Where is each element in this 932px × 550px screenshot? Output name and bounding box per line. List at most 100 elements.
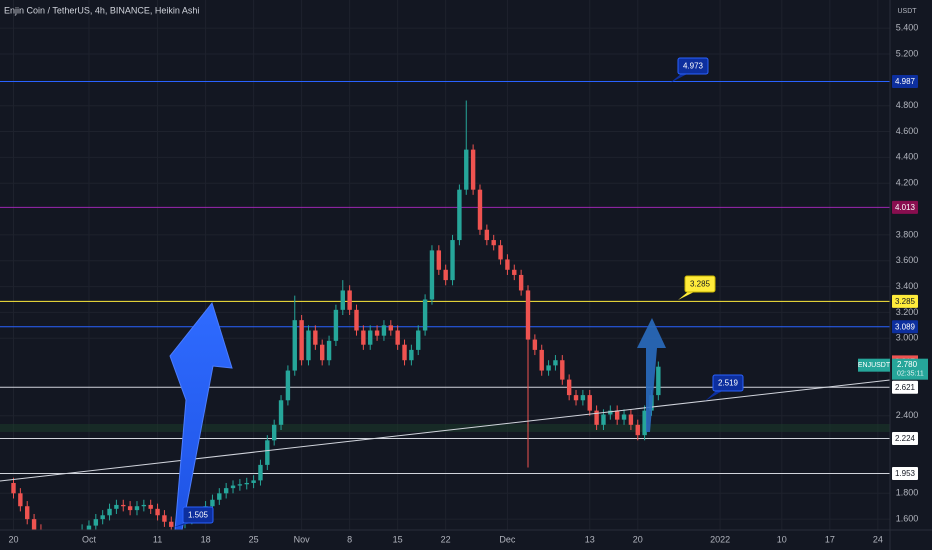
- candle-body: [429, 250, 435, 300]
- candle-body: [340, 290, 345, 310]
- candle-body: [169, 521, 174, 527]
- candle-body: [594, 410, 599, 425]
- level-badge: [892, 75, 918, 89]
- candle-body: [114, 504, 119, 509]
- arrow: [169, 301, 233, 531]
- callout-text: 1.505: [188, 511, 209, 520]
- candle-body: [374, 330, 380, 336]
- y-tick-label: 5.200: [896, 48, 919, 58]
- candle-body: [93, 519, 99, 526]
- level-label: 4.013: [895, 203, 916, 212]
- level-badge: [892, 432, 918, 446]
- x-tick-label: 15: [393, 534, 403, 544]
- candle-body: [491, 240, 496, 246]
- candle-body: [299, 320, 304, 361]
- callout-pointer: [678, 291, 696, 300]
- candle-body: [402, 344, 407, 361]
- candle-body: [587, 395, 592, 411]
- candle-body: [134, 506, 140, 511]
- candle-body: [518, 274, 524, 291]
- candle-body: [621, 414, 627, 420]
- last-price-badge: [892, 358, 928, 380]
- levels: [0, 81, 890, 475]
- y-tick-label: 3.200: [896, 307, 919, 317]
- x-tick-label: 24: [873, 534, 883, 544]
- candle-body: [614, 410, 620, 420]
- candle-body: [512, 269, 517, 275]
- x-tick-label: 20: [8, 534, 18, 544]
- symbol-label: ENJUSDT: [858, 362, 891, 369]
- candle-body: [608, 410, 613, 415]
- candle-body: [285, 370, 291, 401]
- level-label: 2.621: [895, 383, 916, 392]
- y-tick-label: 4.600: [896, 126, 919, 136]
- candle-body: [560, 360, 565, 380]
- annotations: 4.973 3.285 2.519 1.505: [172, 57, 744, 528]
- candle-body: [121, 504, 126, 507]
- candle-body: [450, 240, 455, 281]
- candle-body: [628, 414, 634, 425]
- x-tick-label: Nov: [294, 534, 311, 544]
- callout-box: [712, 374, 744, 392]
- candle-body: [361, 330, 366, 345]
- last-price-label: 2.780: [897, 360, 918, 369]
- y-tick-label: 4.800: [896, 100, 919, 110]
- candle-body: [539, 349, 544, 371]
- level-label: 3.089: [895, 322, 916, 331]
- candle-body: [566, 379, 572, 396]
- candle-body: [498, 245, 503, 260]
- x-tick-label: 11: [153, 534, 162, 544]
- candle-body: [31, 519, 37, 530]
- callout-text: 2.519: [718, 379, 739, 388]
- candle-body: [532, 339, 538, 350]
- x-tick-label: Oct: [82, 534, 97, 544]
- candle-body: [100, 515, 105, 520]
- x-tick-label: 22: [441, 534, 451, 544]
- candle-body: [326, 340, 332, 361]
- candle-body: [395, 330, 400, 345]
- candle-body: [155, 508, 160, 516]
- level-badge: [892, 200, 918, 214]
- level-label: 2.224: [895, 434, 916, 443]
- candle-body: [278, 400, 284, 425]
- candle-body: [553, 360, 558, 366]
- level-badge: [892, 380, 918, 394]
- candle-body: [217, 493, 222, 500]
- candle-body: [484, 229, 490, 241]
- candle-body: [457, 189, 462, 241]
- callout-pointer: [670, 73, 689, 83]
- level-label: 3.285: [895, 297, 916, 306]
- zone: [0, 424, 890, 432]
- y-tick-label: 3.600: [896, 255, 919, 265]
- candle-body: [573, 395, 579, 401]
- candle-body: [464, 149, 469, 190]
- candle-body: [210, 499, 215, 507]
- arrow: [637, 318, 666, 432]
- level-label: 4.987: [895, 77, 916, 86]
- callout-box: [677, 57, 709, 75]
- candle-body: [656, 366, 661, 396]
- candle-body: [443, 269, 448, 281]
- candle-body: [11, 482, 16, 494]
- countdown: 02:35:11: [897, 371, 924, 378]
- currency: USDT: [897, 8, 917, 15]
- x-tick-label: 20: [633, 534, 643, 544]
- candle-body: [237, 484, 243, 486]
- candle-body: [470, 149, 476, 190]
- x-tick-label: 2022: [710, 534, 730, 544]
- candles: [11, 100, 661, 530]
- callout-box: [182, 506, 214, 524]
- candle-body: [258, 464, 263, 481]
- candle-body: [436, 250, 442, 270]
- candle-body: [320, 344, 325, 361]
- candle-body: [347, 290, 352, 310]
- x-tick-label: 13: [585, 534, 595, 544]
- candle-body: [148, 504, 153, 509]
- axis: 1.600 1.800 2.400 3.000 3.200 3.400 3.600 3.800…: [8, 23, 928, 544]
- x-tick-label: 8: [347, 534, 352, 544]
- x-tick-label: 25: [249, 534, 259, 544]
- candle-body: [313, 330, 318, 345]
- chart-title: Enjin Coin / TetherUS, 4h, BINANCE, Heik…: [4, 5, 199, 15]
- candle-body: [642, 410, 647, 436]
